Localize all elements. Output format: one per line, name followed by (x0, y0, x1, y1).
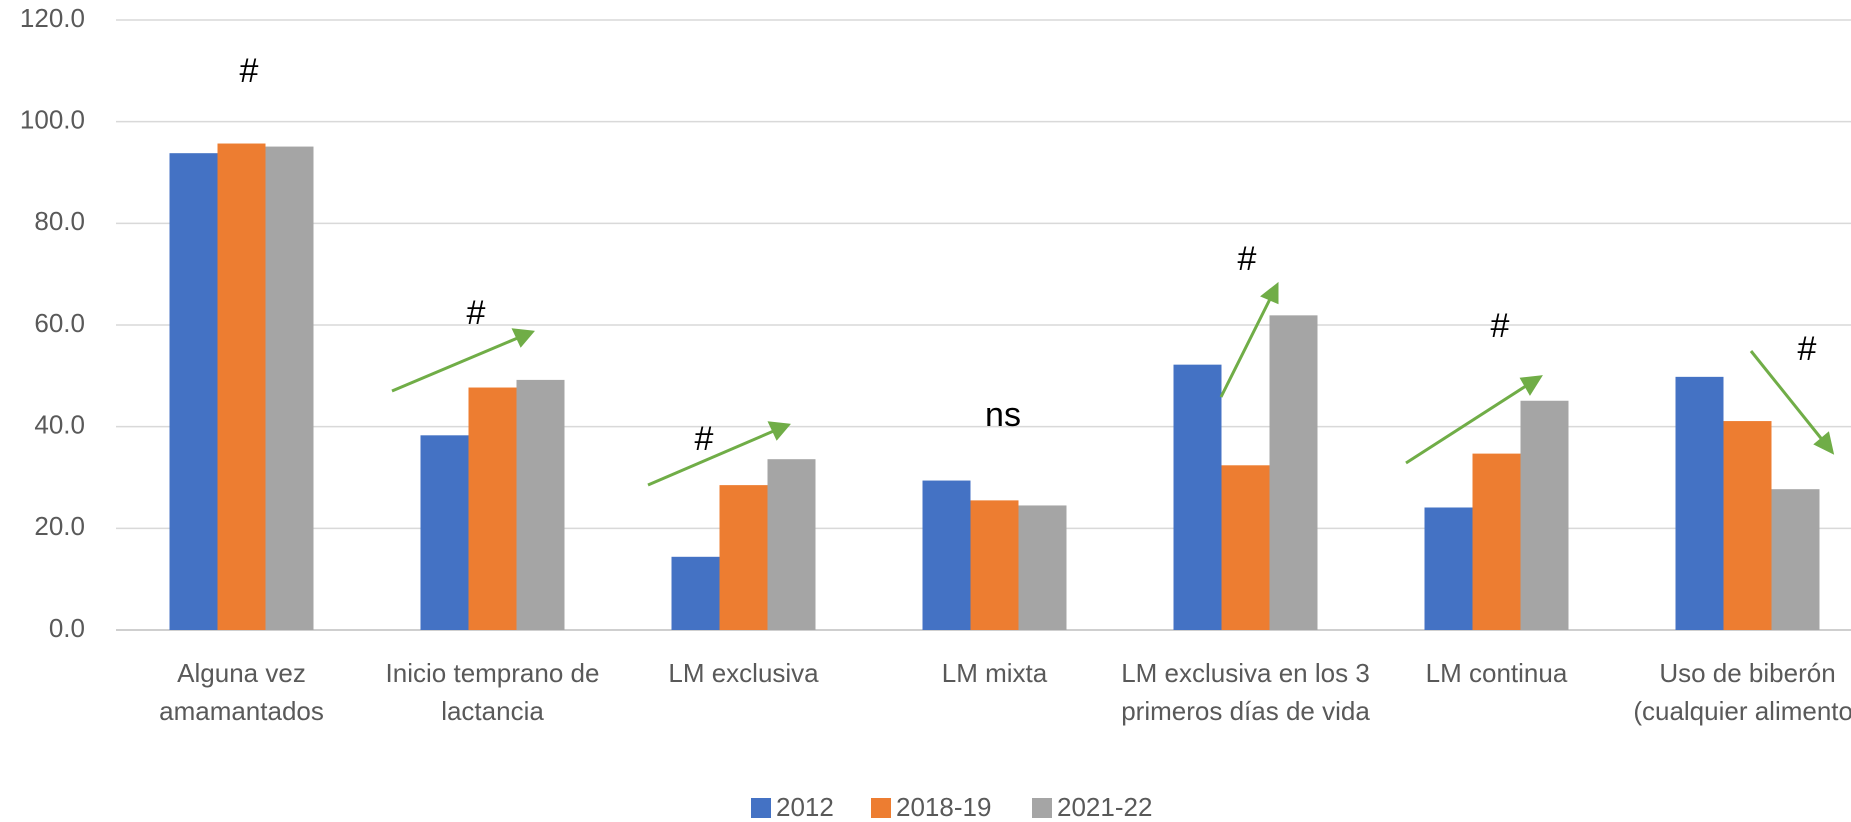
bar (970, 500, 1019, 630)
bar (1424, 507, 1473, 630)
annotation: # (1798, 330, 1817, 368)
x-tick-label: Alguna vez amamantados (159, 658, 324, 726)
annotation: # (240, 52, 259, 90)
bar (516, 379, 565, 630)
bar (1723, 421, 1772, 630)
legend-label: 2018-19 (896, 792, 991, 822)
bar (1269, 315, 1318, 630)
arrow-head (1260, 281, 1279, 305)
arrow (647, 428, 777, 487)
bar (265, 146, 314, 630)
y-tick-label: 0.0 (49, 613, 85, 643)
arrow-head (767, 421, 791, 441)
bar (1771, 489, 1820, 630)
trend-arrows (391, 281, 1835, 487)
y-tick-label: 80.0 (34, 206, 85, 236)
legend-label: 2021-22 (1057, 792, 1152, 822)
arrow (1749, 350, 1826, 443)
bar (1520, 400, 1569, 630)
legend-swatch (751, 798, 771, 818)
annotation: # (695, 420, 714, 458)
bar (1675, 376, 1724, 630)
legend-label: 2012 (776, 792, 834, 822)
annotation: # (1238, 240, 1257, 278)
arrow (1219, 296, 1273, 398)
arrow-head (1519, 375, 1543, 396)
x-tick-label: LM exclusiva (668, 658, 819, 688)
x-tick-label: LM continua (1425, 658, 1568, 688)
x-tick-label: Uso de biberón (cualquier alimento) (1633, 658, 1851, 726)
legend-swatch (1032, 798, 1052, 818)
arrow (391, 335, 521, 393)
bar (719, 485, 768, 630)
x-tick-label: LM exclusiva en los 3 primeros días de v… (1121, 658, 1370, 726)
y-tick-label: 40.0 (34, 410, 85, 440)
arrow-head (1813, 431, 1835, 455)
bar (217, 143, 266, 630)
arrow-head (511, 328, 535, 348)
annotation: ns (985, 396, 1021, 434)
bar (468, 387, 517, 630)
plot: 0.0 20.0 40.0 60.0 80.0 100.0 120.0 2012 2018-19… (20, 3, 1851, 822)
arrow (1405, 382, 1530, 465)
bar (420, 435, 469, 630)
bar (671, 556, 720, 630)
y-tick-label: 20.0 (34, 511, 85, 541)
x-tick-label: Inicio temprano de lactancia (385, 658, 600, 726)
bar (1018, 505, 1067, 630)
annotation: # (1491, 307, 1510, 345)
bar (169, 153, 218, 630)
bar (1173, 364, 1222, 630)
annotation: # (467, 294, 486, 332)
x-tick-label: LM mixta (941, 658, 1048, 688)
y-tick-label: 120.0 (20, 3, 85, 33)
bar (767, 459, 816, 630)
y-tick-label: 60.0 (34, 308, 85, 338)
bar (1221, 465, 1270, 630)
bar (1472, 453, 1521, 630)
y-tick-label: 100.0 (20, 105, 85, 135)
bar (922, 480, 971, 630)
legend-swatch (871, 798, 891, 818)
